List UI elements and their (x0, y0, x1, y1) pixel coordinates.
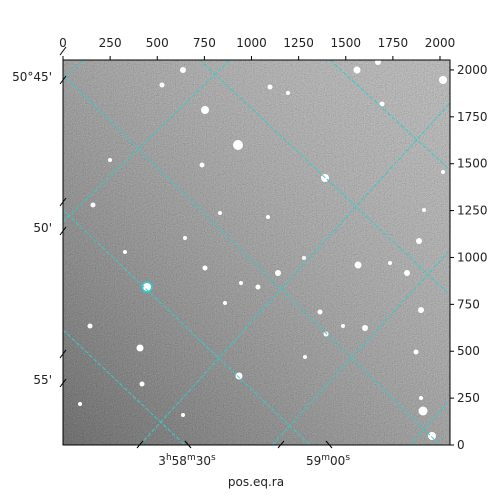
y-tick-label: 2000 (457, 63, 488, 77)
x-tick-label: 750 (193, 36, 216, 50)
x-tick-label: 500 (146, 36, 169, 50)
grid-line (63, 74, 441, 445)
x-tick-label: 1000 (236, 36, 267, 50)
ra-tick-label: 59m00s (306, 453, 350, 468)
dec-tick (59, 378, 67, 388)
grid-line (63, 60, 84, 81)
grid-line (63, 209, 311, 445)
dec-tick (59, 46, 67, 56)
dec-tick (59, 75, 67, 85)
dec-tick-label: 50' (33, 221, 52, 235)
dec-tick (59, 197, 67, 207)
grid-line (199, 60, 450, 296)
coordinate-grid (63, 60, 450, 445)
stars (78, 60, 447, 440)
ra-tick (136, 440, 144, 449)
y-tick-label: 750 (457, 297, 480, 311)
y-tick-label: 1500 (457, 157, 488, 171)
x-tick-label: 1500 (330, 36, 361, 50)
grid-line (329, 60, 450, 171)
sky-image (63, 60, 450, 445)
y-tick-label: 1750 (457, 110, 488, 124)
marker (141, 281, 153, 293)
x-tick-label: 0 (59, 36, 67, 50)
grid-line (409, 399, 450, 445)
ra-tick (277, 440, 285, 449)
dec-tick-label: 50°45' (12, 70, 52, 84)
grid-line (139, 102, 450, 445)
grid-line (271, 249, 450, 445)
ra-tick-label: 3h58m30s (158, 453, 216, 468)
y-tick-label: 250 (457, 391, 480, 405)
grid-line (63, 329, 186, 445)
x-tick-label: 2000 (425, 36, 456, 50)
ra-tick (325, 440, 333, 449)
ra-tick (184, 440, 192, 449)
y-tick-label: 1250 (457, 204, 488, 218)
y-tick-label: 1000 (457, 250, 488, 264)
x-tick-label: 1250 (283, 36, 314, 50)
y-tick-label: 500 (457, 344, 480, 358)
y-tick-label: 0 (457, 438, 465, 452)
plot-frame (62, 59, 451, 446)
x-tick-label: 1750 (378, 36, 409, 50)
x-tick-label: 250 (99, 36, 122, 50)
dec-tick-label: 55' (33, 373, 52, 387)
grid-line (63, 60, 231, 223)
dec-tick (59, 349, 67, 359)
dec-tick (59, 226, 67, 236)
x-axis-label: pos.eq.ra (228, 475, 284, 489)
